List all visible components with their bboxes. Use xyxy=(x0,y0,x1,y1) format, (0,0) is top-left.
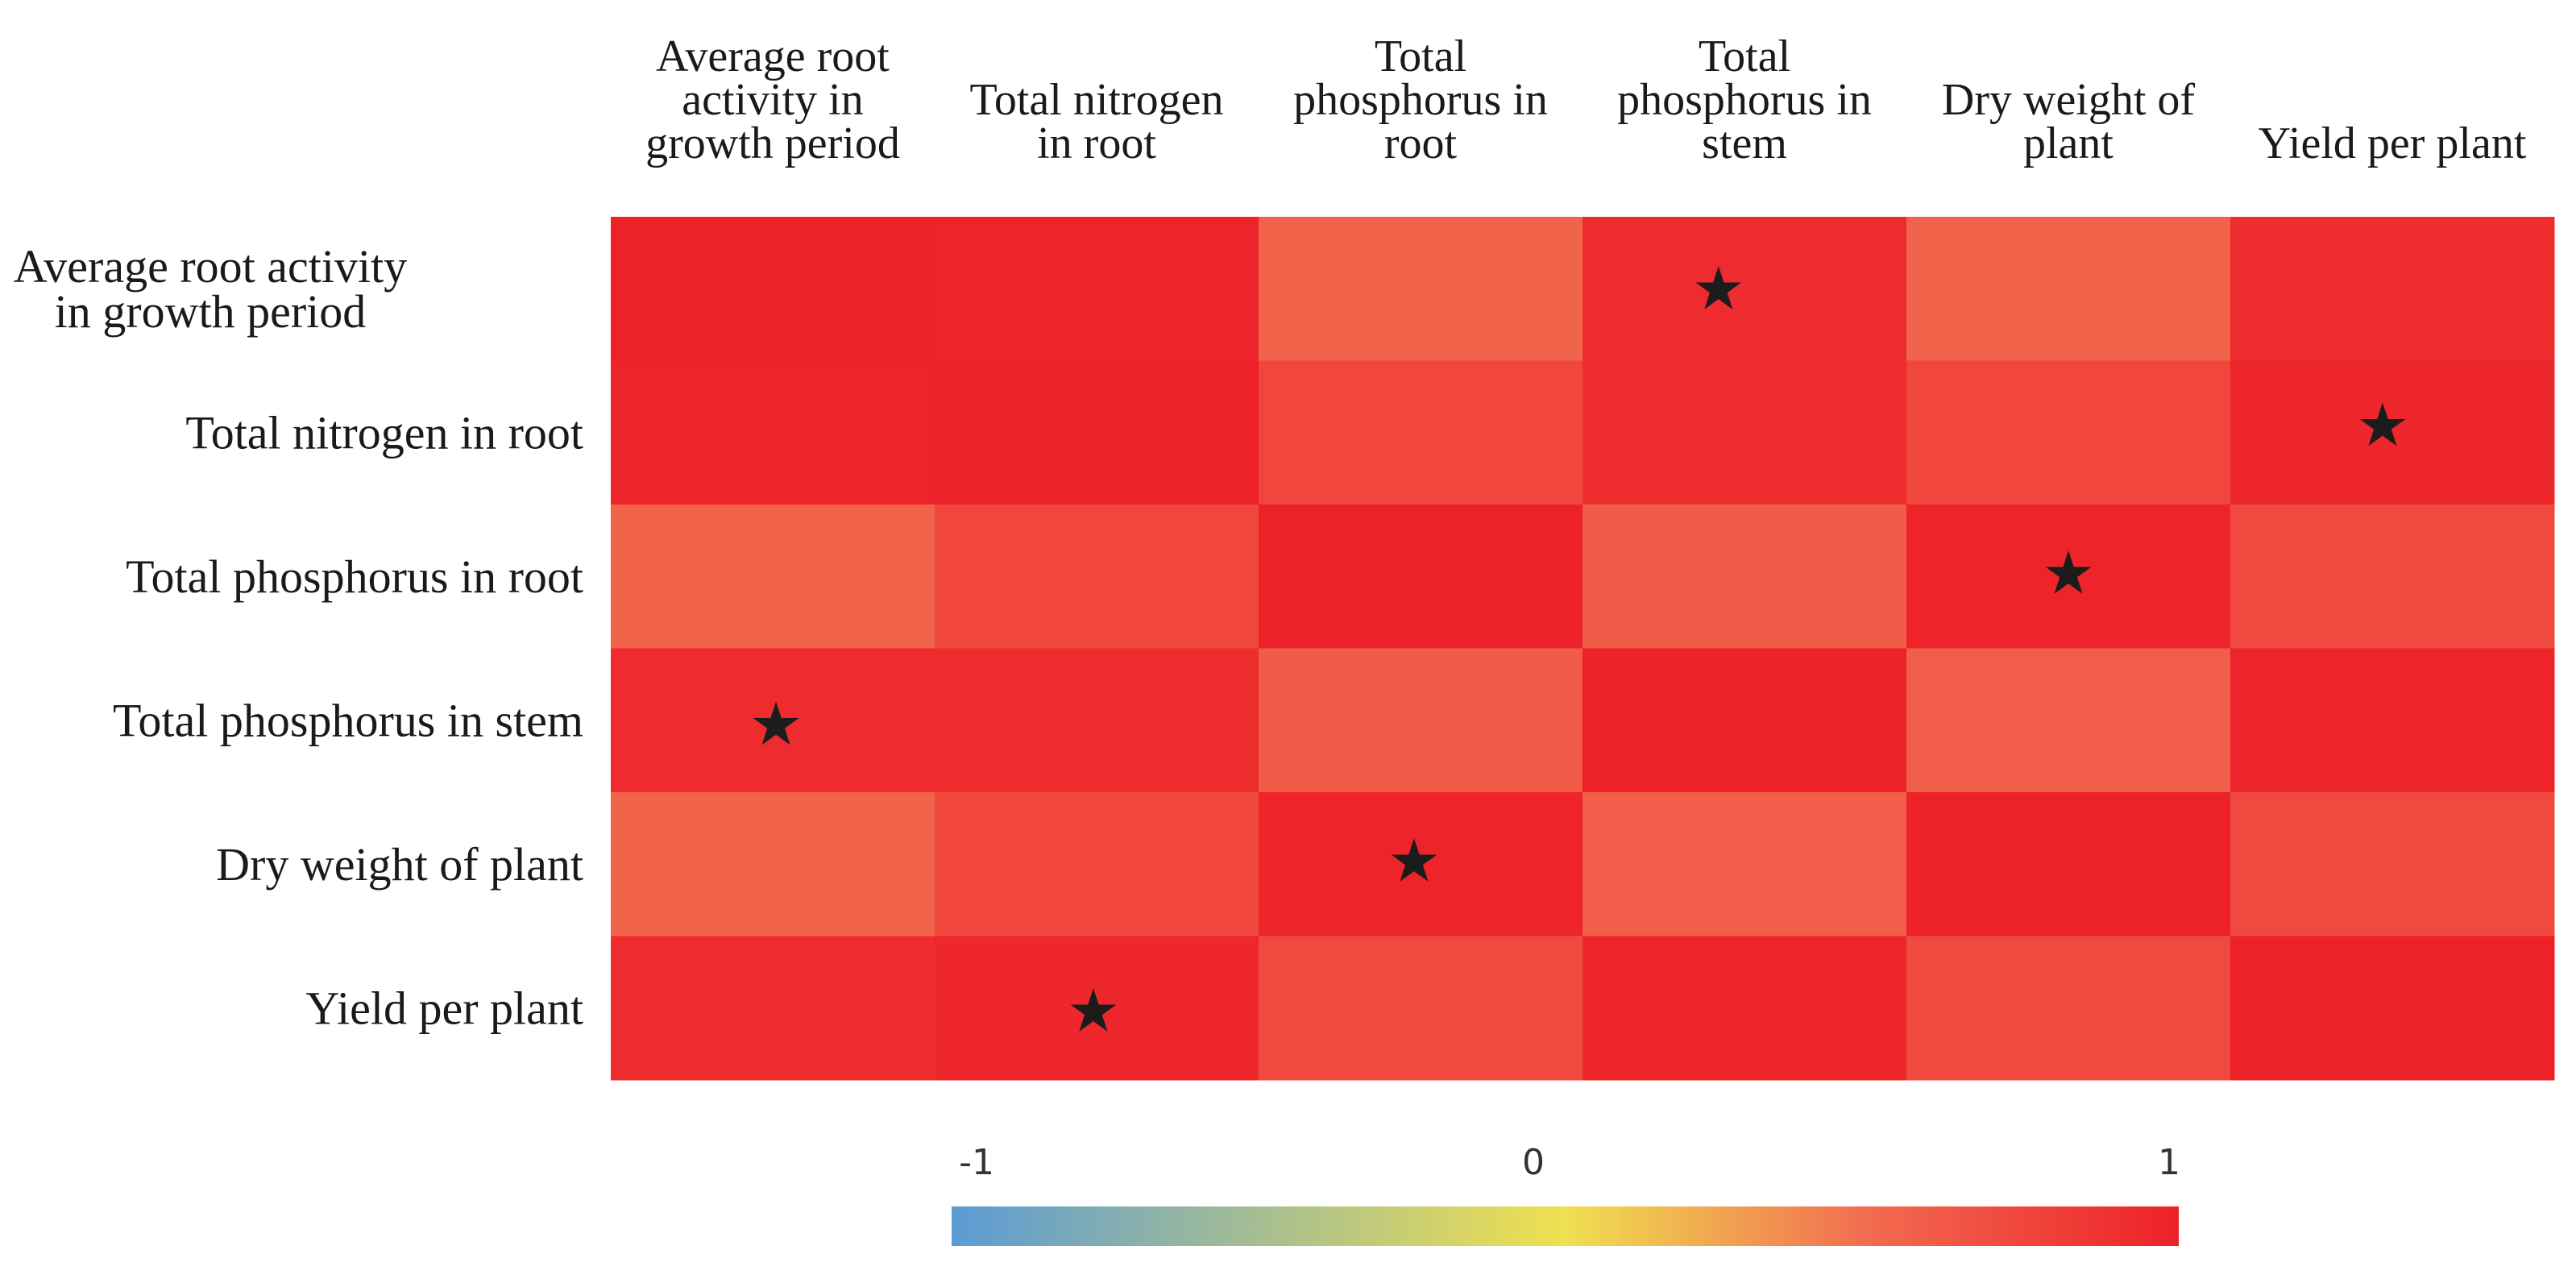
colorbar-tick-2: 1 xyxy=(2158,1142,2180,1183)
heatmap-cell-r1-c0 xyxy=(611,360,935,505)
significance-star-r5-c1: ★ xyxy=(1067,976,1120,1045)
heatmap-cell-r5-c4 xyxy=(1906,936,2231,1081)
heatmap-cell-r5-c0 xyxy=(611,936,935,1081)
heatmap-cell-r0-c1 xyxy=(935,217,1259,361)
col-label-4-line-0: Dry weight of xyxy=(1942,75,2196,125)
col-label-5: Yield per plant xyxy=(2259,118,2527,168)
heatmap-cell-r2-c4 xyxy=(1906,505,2231,649)
heatmap-cell-r0-c5 xyxy=(2230,217,2555,361)
heatmap-cell-r4-c1 xyxy=(935,792,1259,936)
heatmap-cell-r5-c5 xyxy=(2230,936,2555,1081)
col-label-3: Total phosphorus in stem xyxy=(1617,31,1872,168)
row-label-5: Yield per plant xyxy=(305,982,583,1034)
heatmap-cell-r5-c1 xyxy=(935,936,1259,1081)
heatmap-cell-r1-c4 xyxy=(1906,360,2231,505)
row-label-0: Average root activity in growth period xyxy=(14,240,408,338)
col-label-2-line-2: root xyxy=(1384,118,1458,168)
heatmap-cell-r4-c5 xyxy=(2230,792,2555,936)
col-label-1: Total nitrogen in root xyxy=(970,75,1224,168)
colorbar-tick-1: 0 xyxy=(1522,1142,1545,1183)
heatmap-cell-r4-c3 xyxy=(1583,792,1907,936)
significance-star-r2-c4: ★ xyxy=(2042,539,2095,608)
row-label-0-line-1: in growth period xyxy=(55,285,367,338)
col-label-1-line-0: Total nitrogen xyxy=(970,75,1224,125)
col-label-4-line-1: plant xyxy=(2023,118,2113,168)
row-label-1: Total nitrogen in root xyxy=(185,406,583,459)
heatmap-cell-r4-c0 xyxy=(611,792,935,936)
heatmap-cell-r0-c2 xyxy=(1259,217,1583,361)
col-label-3-line-2: stem xyxy=(1702,118,1787,168)
heatmap-cell-r3-c2 xyxy=(1259,648,1583,793)
colorbar xyxy=(952,1206,2179,1246)
col-label-2-line-0: Total xyxy=(1375,31,1466,81)
heatmap-cell-r1-c1 xyxy=(935,360,1259,505)
colorbar-tick-0: -1 xyxy=(959,1142,994,1183)
heatmap-cell-r2-c1 xyxy=(935,505,1259,649)
row-label-4: Dry weight of plant xyxy=(216,838,583,891)
heatmap-cell-r3-c0 xyxy=(611,648,935,793)
row-label-1-line-0: Total nitrogen in root xyxy=(185,406,583,459)
significance-star-r0-c3: ★ xyxy=(1692,254,1745,323)
heatmap-cell-r0-c4 xyxy=(1906,217,2231,361)
heatmap-cell-r2-c0 xyxy=(611,505,935,649)
significance-star-r3-c0: ★ xyxy=(749,690,803,759)
heatmap-cell-r3-c5 xyxy=(2230,648,2555,793)
significance-star-r4-c2: ★ xyxy=(1388,827,1441,896)
heatmap-cell-r0-c3 xyxy=(1583,217,1907,361)
heatmap-cell-r1-c3 xyxy=(1583,360,1907,505)
col-label-0: Average root activity in growth period xyxy=(645,31,900,168)
heatmap-cell-r0-c0 xyxy=(611,217,935,361)
heatmap-cell-r5-c2 xyxy=(1259,936,1583,1081)
heatmap-cell-r4-c2 xyxy=(1259,792,1583,936)
heatmap-cell-r3-c4 xyxy=(1906,648,2231,793)
col-label-0-line-2: growth period xyxy=(645,118,900,168)
col-label-2-line-1: phosphorus in xyxy=(1293,75,1548,125)
heatmap-cell-r1-c2 xyxy=(1259,360,1583,505)
heatmap-cell-r2-c5 xyxy=(2230,505,2555,649)
col-label-3-line-1: phosphorus in xyxy=(1617,75,1872,125)
heatmap-cell-r5-c3 xyxy=(1583,936,1907,1081)
col-label-0-line-0: Average root xyxy=(656,31,890,81)
heatmap-cell-r2-c3 xyxy=(1583,505,1907,649)
row-label-4-line-0: Dry weight of plant xyxy=(216,838,583,891)
col-label-0-line-1: activity in xyxy=(682,75,864,125)
heatmap-cell-r1-c5 xyxy=(2230,360,2555,505)
row-label-3: Total phosphorus in stem xyxy=(113,694,583,746)
row-label-3-line-0: Total phosphorus in stem xyxy=(113,694,583,746)
heatmap-cell-r3-c1 xyxy=(935,648,1259,793)
row-label-2: Total phosphorus in root xyxy=(126,550,583,603)
row-label-2-line-0: Total phosphorus in root xyxy=(126,550,583,603)
row-label-0-line-0: Average root activity xyxy=(14,240,408,293)
col-label-2: Total phosphorus in root xyxy=(1293,31,1548,168)
col-label-5-line-0: Yield per plant xyxy=(2259,118,2527,168)
heatmap-cell-r3-c3 xyxy=(1583,648,1907,793)
significance-star-r1-c5: ★ xyxy=(2356,391,2409,460)
row-label-5-line-0: Yield per plant xyxy=(305,982,583,1034)
col-label-3-line-0: Total xyxy=(1699,31,1790,81)
heatmap-cell-r2-c2 xyxy=(1259,505,1583,649)
heatmap-cell-r4-c4 xyxy=(1906,792,2231,936)
col-label-1-line-1: in root xyxy=(1037,118,1156,168)
col-label-4: Dry weight of plant xyxy=(1942,75,2196,168)
